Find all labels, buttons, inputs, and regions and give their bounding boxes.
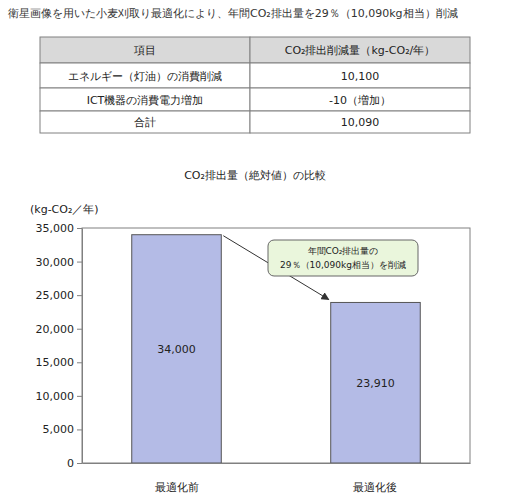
tick-label: 最適化前 xyxy=(155,481,199,494)
annotation-text: 年間CO₂排出量の xyxy=(308,246,379,256)
page: 衛星画像を用いた小麦刈取り最適化により、年間CO₂排出量を29％（10,090k… xyxy=(0,0,511,503)
bar xyxy=(331,302,421,463)
table-header-text: 項目 xyxy=(134,44,156,57)
tick-label: 0 xyxy=(67,457,74,470)
page-title: 衛星画像を用いた小麦刈取り最適化により、年間CO₂排出量を29％（10,090k… xyxy=(8,7,458,20)
bars xyxy=(132,235,421,463)
table-cell xyxy=(250,111,470,133)
tick-mark xyxy=(77,262,82,263)
tick: 25,000 xyxy=(36,289,83,302)
tick-label: 最適化後 xyxy=(353,481,397,494)
tick-mark xyxy=(77,362,82,363)
tick-label: 35,000 xyxy=(36,222,75,235)
table-header-cell xyxy=(250,37,470,63)
tick: 10,000 xyxy=(36,390,83,403)
bar xyxy=(132,235,222,463)
plot-frame xyxy=(82,228,470,463)
tick-label: 25,000 xyxy=(36,289,75,302)
table-cell-text: 10,090 xyxy=(341,116,380,129)
table-cell-text: エネルギー（灯油）の消費削減 xyxy=(68,70,222,83)
table-header-text: CO₂排出削減量（kg-CO₂/年） xyxy=(285,44,436,57)
tick-label: 15,000 xyxy=(36,356,75,369)
chart-title: CO₂排出量（絶対値）の比較 xyxy=(184,169,326,182)
table-cell xyxy=(40,63,250,88)
tick: 最適化後 xyxy=(353,481,397,494)
table-header-cell xyxy=(40,37,250,63)
tick: 最適化前 xyxy=(155,481,199,494)
data-labels: 34,000 23,910 xyxy=(157,343,394,390)
table-cell xyxy=(40,111,250,133)
y-axis: 0 5,000 10,000 15,000 20,000 25,000 30,000 35,0… xyxy=(36,222,83,470)
table-cell xyxy=(250,63,470,88)
table-cell xyxy=(40,88,250,111)
table-cell-text: -10（増加） xyxy=(329,94,391,107)
tick: 5,000 xyxy=(43,423,83,436)
table-cell-text: ICT機器の消費電力増加 xyxy=(87,94,204,107)
data-label: 34,000 xyxy=(157,343,196,356)
tick-mark xyxy=(77,396,82,397)
axis-title: (kg-CO₂／年) xyxy=(30,203,99,216)
tick: 0 xyxy=(67,457,82,470)
tick: 20,000 xyxy=(36,323,83,336)
annotation: 年間CO₂排出量の 29％（10,090kg相当）を削減 xyxy=(268,240,418,276)
tick-mark xyxy=(77,228,82,229)
tick: 15,000 xyxy=(36,356,83,369)
chart: CO₂排出量（絶対値）の比較 (kg-CO₂／年) 0 5,000 10,000 15,0… xyxy=(30,169,471,494)
table-cell-text: 合計 xyxy=(134,116,156,129)
axis-line xyxy=(83,463,471,464)
table-cell xyxy=(250,88,470,111)
tick-label: 10,000 xyxy=(36,390,75,403)
annotation-text: 29％（10,090kg相当）を削減 xyxy=(280,260,406,270)
table-cell-text: 10,100 xyxy=(341,70,380,83)
axis-line xyxy=(82,229,83,464)
x-axis: 最適化前 最適化後 xyxy=(83,464,471,494)
tick-label: 30,000 xyxy=(36,256,75,269)
annotation-box xyxy=(268,240,418,276)
data-label: 23,910 xyxy=(356,377,395,390)
tick: 30,000 xyxy=(36,256,83,269)
table: 項目 CO₂排出削減量（kg-CO₂/年） エネルギー（灯油）の消費削減 10,100… xyxy=(40,37,470,133)
tick-label: 20,000 xyxy=(36,323,75,336)
tick-mark xyxy=(77,463,82,464)
tick: 35,000 xyxy=(36,222,83,235)
tick-mark xyxy=(77,429,82,430)
tick-mark xyxy=(77,295,82,296)
tick-mark xyxy=(77,329,82,330)
tick-label: 5,000 xyxy=(43,423,75,436)
